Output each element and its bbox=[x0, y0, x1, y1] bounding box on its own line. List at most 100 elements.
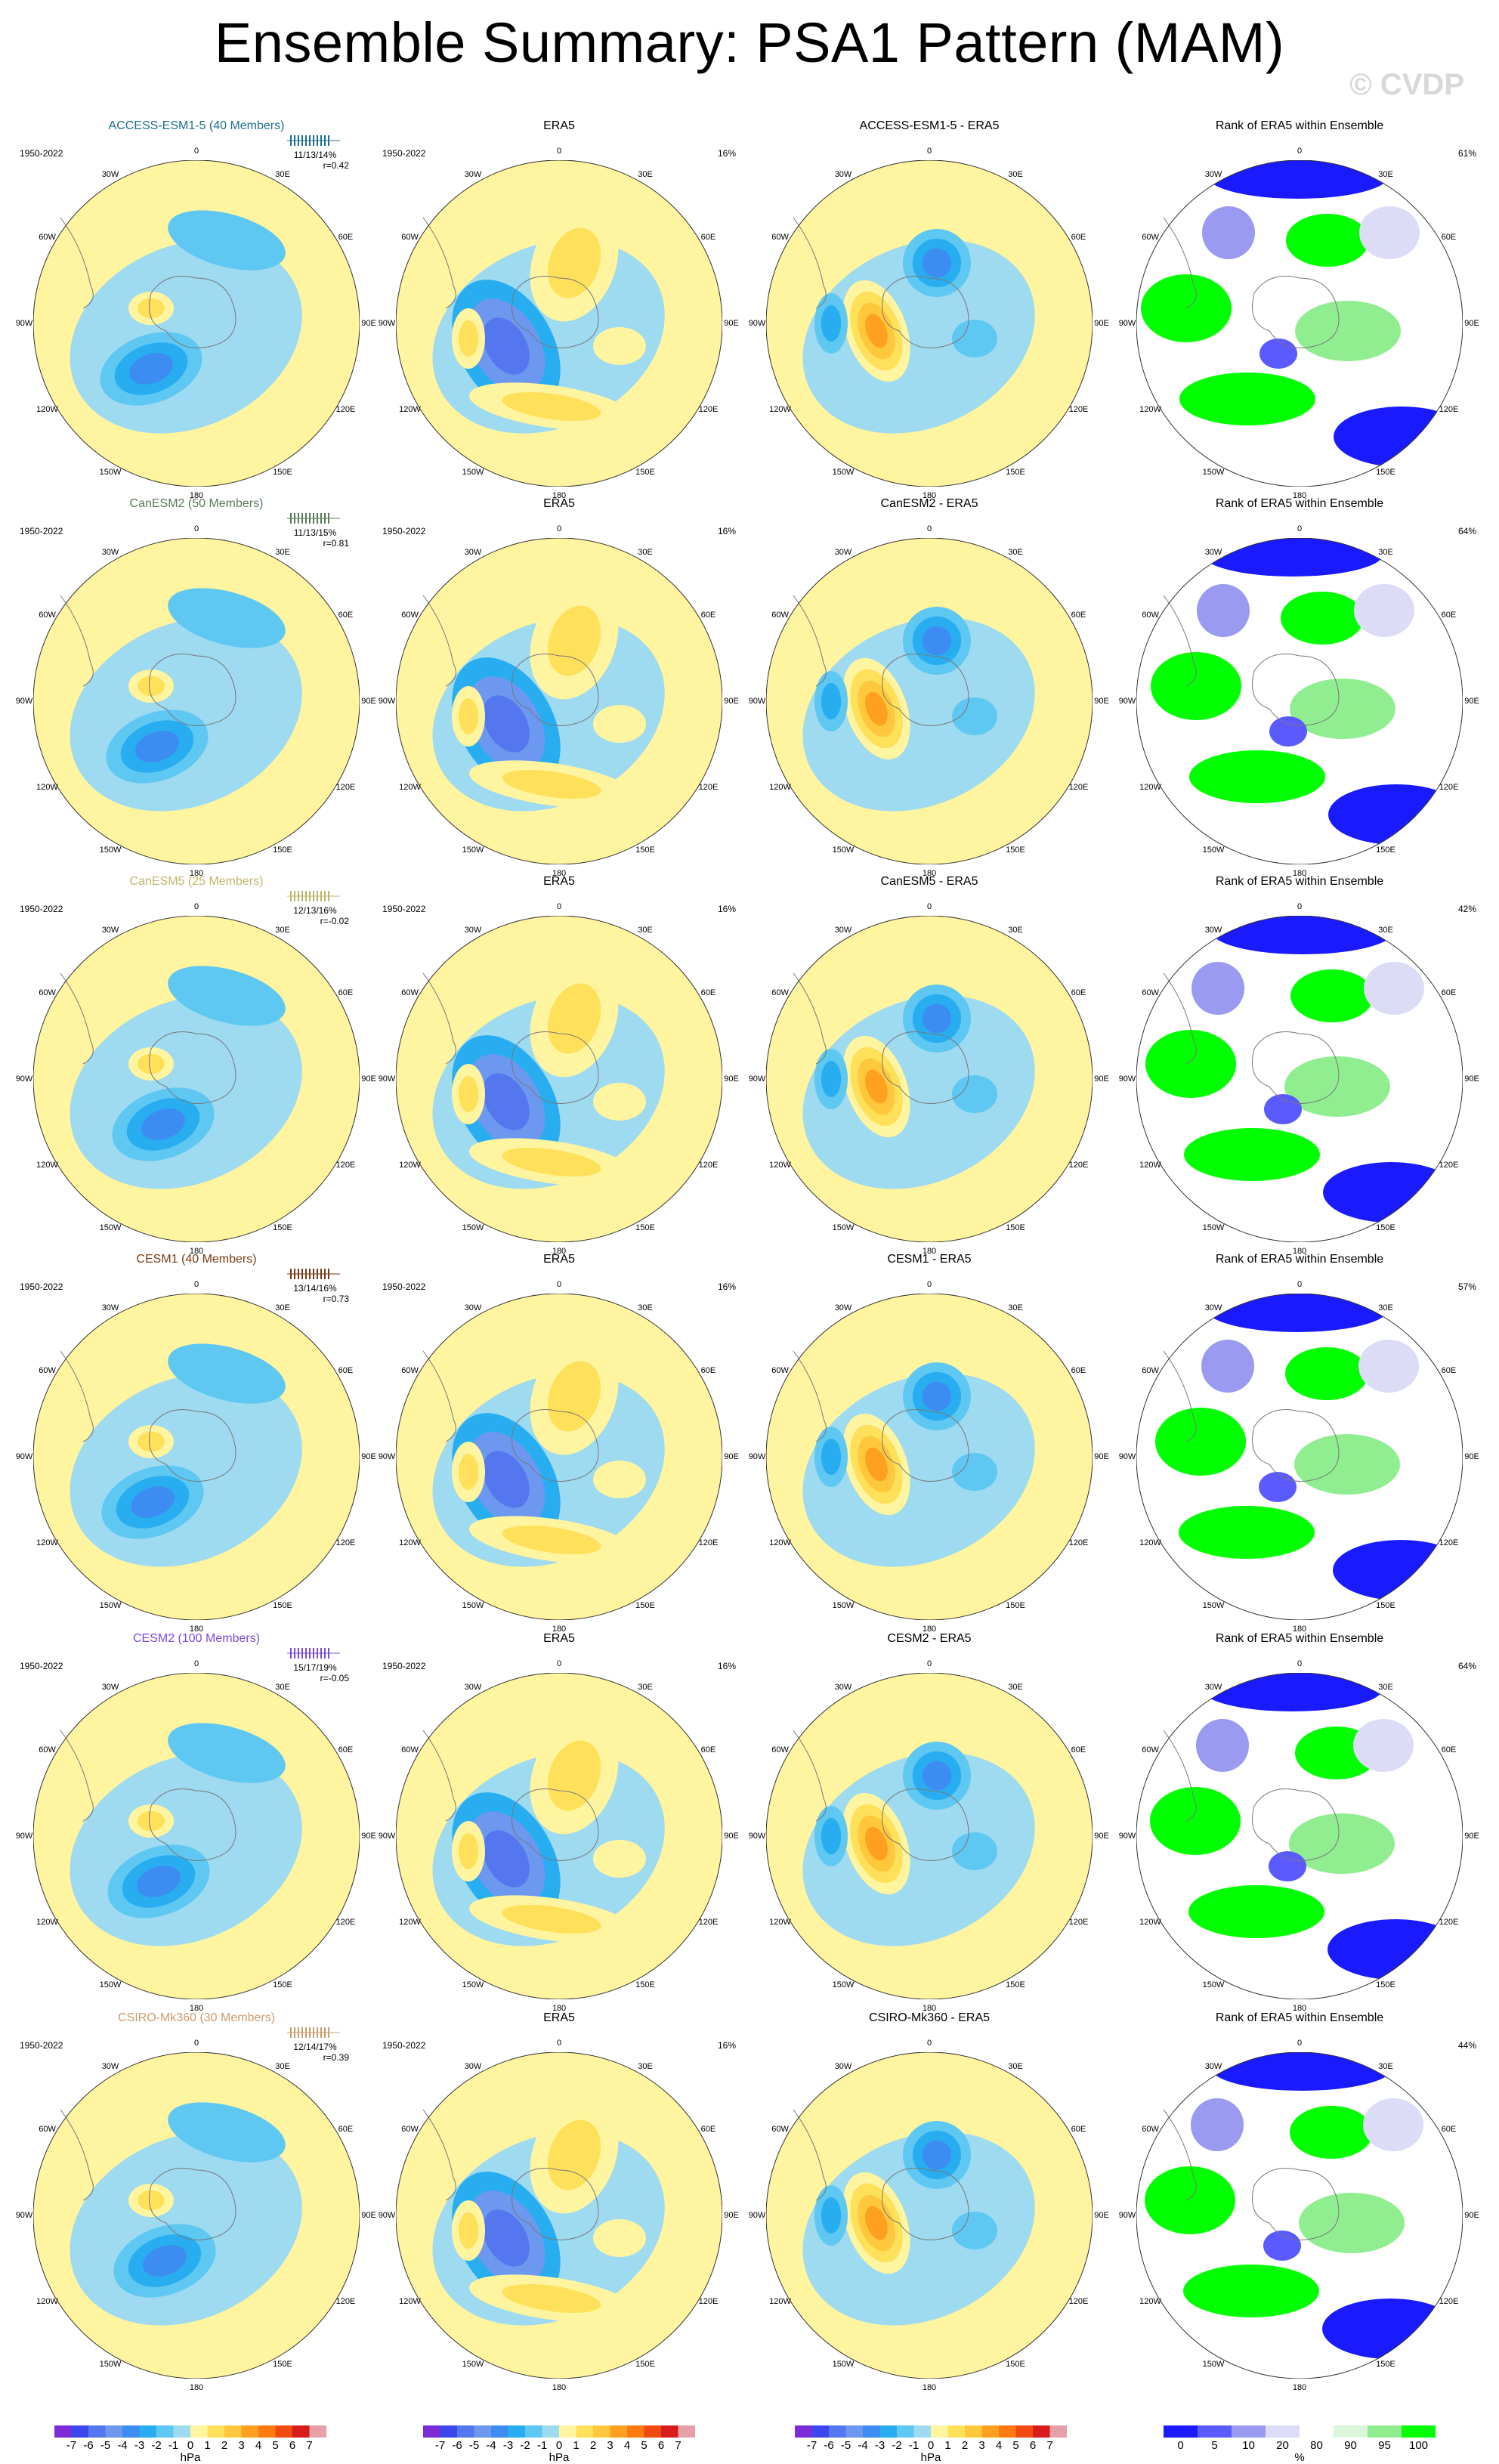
longitude-label: 90E bbox=[724, 2211, 739, 2220]
colorbar-tick-label: -2 bbox=[520, 2439, 530, 2452]
longitude-label: 60W bbox=[39, 611, 56, 620]
longitude-label: 90E bbox=[361, 319, 376, 328]
longitude-label: 60W bbox=[401, 988, 419, 997]
colorbar-tick-label: -5 bbox=[468, 2439, 480, 2452]
longitude-label: 30W bbox=[464, 2061, 482, 2071]
longitude-label: 90E bbox=[724, 1832, 739, 1841]
polar-map bbox=[33, 160, 360, 487]
colorbar-tick-label: 2 bbox=[589, 2439, 597, 2452]
contour-fill bbox=[483, 1830, 530, 1887]
colorbar-cell bbox=[829, 2425, 846, 2438]
colorbar-tick-label: 0 bbox=[187, 2439, 194, 2452]
longitude-label: 60E bbox=[1071, 1745, 1086, 1754]
coastline bbox=[60, 972, 236, 1104]
longitude-label: 90E bbox=[1094, 697, 1109, 706]
longitude-label: 90E bbox=[361, 1452, 376, 1461]
colorbar-cell bbox=[88, 2425, 106, 2438]
colorbar-cell bbox=[1033, 2425, 1050, 2438]
longitude-label: 90W bbox=[378, 2211, 396, 2220]
longitude-label: 150E bbox=[635, 2360, 655, 2370]
polar-map bbox=[1136, 160, 1463, 487]
longitude-label: 180 bbox=[552, 1625, 567, 1634]
colorbar-cell bbox=[224, 2425, 242, 2438]
panel-title: ERA5 bbox=[543, 1632, 575, 1645]
panel-era5: ERA5 1950-2022 16% 0 30E 60E 90E 120E 150E 180 150… bbox=[378, 1253, 740, 1634]
longitude-label: 0 bbox=[556, 147, 562, 156]
polar-map bbox=[766, 2052, 1093, 2379]
contour-fill bbox=[821, 2197, 842, 2234]
panel-rank: Rank of ERA5 within Ensemble 64% 0 30E 60E 90… bbox=[1118, 497, 1481, 879]
longitude-label: 90W bbox=[748, 319, 766, 328]
longitude-label: 60W bbox=[39, 233, 56, 242]
longitude-label: 150E bbox=[273, 1980, 292, 1990]
colorbar-unit: hPa bbox=[549, 2451, 570, 2464]
longitude-label: 90W bbox=[378, 1452, 396, 1461]
longitude-label: 120E bbox=[335, 405, 356, 414]
contour-fill bbox=[131, 1486, 175, 1518]
colorbar-tick-label: 6 bbox=[657, 2439, 665, 2452]
colorbar-cell bbox=[542, 2425, 559, 2438]
longitude-label: 90E bbox=[1094, 319, 1109, 328]
contour-fill bbox=[865, 1069, 888, 1104]
rank-patch bbox=[1155, 1408, 1246, 1476]
rank-patch bbox=[1145, 1030, 1236, 1098]
longitude-label: 60W bbox=[401, 611, 419, 620]
colorbar-tick-label: 20 bbox=[1276, 2439, 1289, 2452]
colorbar-swatches bbox=[423, 2425, 695, 2438]
contour-fill bbox=[952, 1075, 997, 1113]
longitude-label: 60E bbox=[338, 988, 354, 997]
colorbar-tick-label: -7 bbox=[66, 2439, 77, 2452]
longitude-label: 60W bbox=[1142, 233, 1159, 242]
contour-fill bbox=[952, 2212, 997, 2249]
longitude-label: 150W bbox=[832, 1980, 855, 1990]
longitude-label: 60E bbox=[1441, 988, 1457, 997]
coastline bbox=[422, 972, 599, 1104]
longitude-label: 120E bbox=[1439, 2297, 1459, 2306]
coastline bbox=[422, 1350, 599, 1482]
panel-title: CanESM5 - ERA5 bbox=[880, 875, 978, 888]
colorbar-cell bbox=[999, 2425, 1016, 2438]
colorbar-cell bbox=[292, 2425, 310, 2438]
coastline bbox=[793, 2109, 969, 2240]
colorbar-cell bbox=[1334, 2425, 1368, 2438]
longitude-label: 30E bbox=[638, 1303, 653, 1312]
longitude-label: 150E bbox=[635, 468, 655, 478]
longitude-label: 180 bbox=[1292, 1625, 1307, 1634]
panel-title: CanESM2 (50 Members) bbox=[129, 497, 264, 510]
colorbar-hpa: -7 -6 -5 -4 -3 -2 -1 0 1 2 3 4 5 6 7 hPa bbox=[54, 2425, 326, 2464]
longitude-label: 30W bbox=[1204, 547, 1222, 557]
longitude-label: 150W bbox=[99, 1980, 122, 1990]
longitude-label: 120W bbox=[399, 405, 421, 414]
rank-patch bbox=[1295, 301, 1401, 361]
longitude-label: 150E bbox=[1376, 1223, 1395, 1233]
longitude-label: 150W bbox=[1202, 846, 1225, 855]
colorbar-cell bbox=[981, 2425, 999, 2438]
colorbar-tick-label: 1 bbox=[204, 2439, 211, 2452]
panel-mean: ACCESS-ESM1-5 (40 Members) 1950-2022 11/13… bbox=[15, 119, 378, 501]
coastline bbox=[793, 1350, 969, 1482]
longitude-label: 120E bbox=[1068, 405, 1089, 414]
longitude-label: 60W bbox=[1142, 611, 1159, 620]
longitude-label: 30W bbox=[834, 1303, 852, 1312]
panel-title: ACCESS-ESM1-5 - ERA5 bbox=[859, 119, 1000, 132]
longitude-label: 60W bbox=[771, 611, 789, 620]
colorbar-tick-label: 1 bbox=[573, 2439, 580, 2452]
longitude-label: 30W bbox=[101, 169, 119, 179]
longitude-label: 60E bbox=[1441, 2125, 1457, 2134]
panel-title: Rank of ERA5 within Ensemble bbox=[1215, 1253, 1384, 1266]
longitude-label: 90W bbox=[378, 1074, 396, 1084]
longitude-label: 30E bbox=[1378, 1682, 1393, 1692]
longitude-label: 120W bbox=[399, 783, 421, 792]
map-field bbox=[1136, 160, 1463, 487]
coastline bbox=[1163, 1730, 1340, 1861]
longitude-label: 60E bbox=[700, 1366, 716, 1375]
rank-patch bbox=[1290, 2106, 1373, 2159]
longitude-label: 60E bbox=[1071, 2125, 1086, 2134]
longitude-label: 90W bbox=[15, 1832, 33, 1841]
contour-fill bbox=[168, 1723, 286, 1783]
map-field bbox=[766, 2052, 1093, 2379]
longitude-label: 120E bbox=[698, 1918, 719, 1927]
colorbar-tick-label: 5 bbox=[272, 2439, 279, 2452]
longitude-label: 30W bbox=[834, 2061, 852, 2071]
longitude-label: 180 bbox=[1292, 491, 1307, 500]
